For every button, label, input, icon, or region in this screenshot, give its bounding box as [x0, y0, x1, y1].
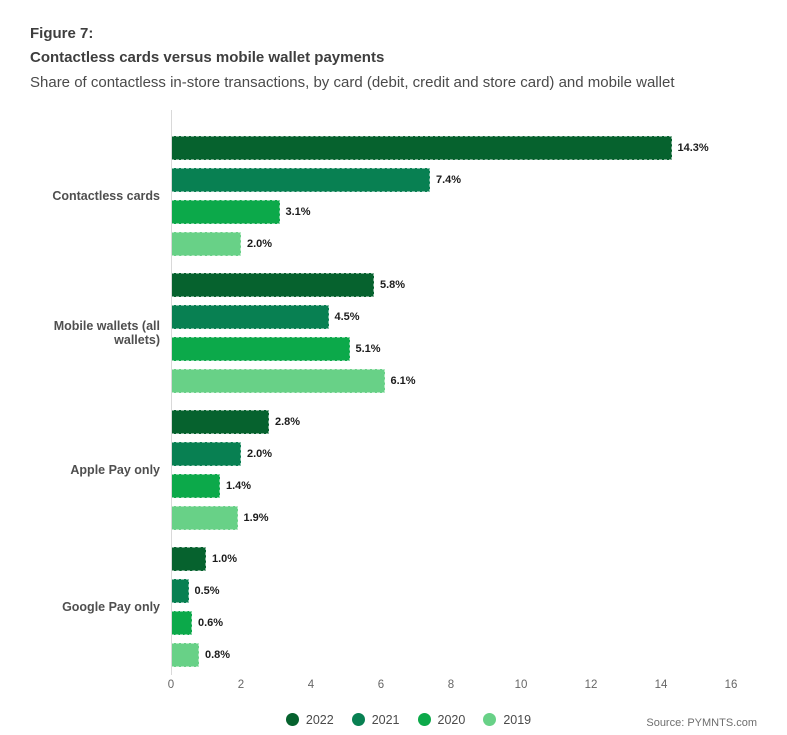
bar-row: 0.6% — [171, 610, 787, 635]
bar-2019 — [171, 505, 238, 530]
value-label: 2.8% — [275, 415, 301, 428]
bar-group: 5.8% 4.5% 5.1% 6.1% — [171, 272, 787, 393]
value-label: 7.4% — [436, 173, 462, 186]
value-label: 4.5% — [334, 310, 360, 323]
legend-dot — [417, 713, 431, 726]
x-tick-label: 8 — [447, 678, 455, 691]
bar-row: 6.1% — [171, 368, 787, 393]
x-tick-label: 10 — [514, 678, 528, 691]
figure-title: Contactless cards versus mobile wallet p… — [30, 49, 385, 66]
bar-row: 5.1% — [171, 336, 787, 361]
bar-2019 — [171, 231, 241, 256]
category-group: Contactless cards 14.3% 7.4% 3.1% 2.0% — [30, 135, 787, 256]
category-group: Mobile wallets (all wallets) 5.8% 4.5% 5.1%… — [30, 272, 787, 393]
bar-group: 1.0% 0.5% 0.6% 0.8% — [171, 546, 787, 667]
category-label: Apple Pay only — [70, 462, 160, 477]
legend-label: 2019 — [503, 712, 532, 727]
x-tick-label: 0 — [167, 678, 175, 691]
value-label: 1.0% — [212, 552, 238, 565]
bar-2020 — [171, 610, 192, 635]
bar-group: 14.3% 7.4% 3.1% 2.0% — [171, 135, 787, 256]
bar-row: 4.5% — [171, 304, 787, 329]
value-label: 0.8% — [205, 648, 231, 661]
figure-header: Figure 7: Contactless cards versus mobil… — [0, 0, 787, 96]
x-tick-label: 14 — [654, 678, 668, 691]
legend-label: 2022 — [305, 712, 334, 727]
plot-area: Contactless cards 14.3% 7.4% 3.1% 2.0% Mobile… — [30, 109, 787, 675]
bar-2019 — [171, 368, 385, 393]
legend-label: 2021 — [371, 712, 400, 727]
legend-item-2022: 2022 — [285, 712, 334, 727]
x-tick-label: 2 — [237, 678, 245, 691]
source-credit: Source: PYMNTS.com — [646, 716, 757, 729]
bar-2021 — [171, 578, 189, 603]
legend-dot — [285, 713, 299, 726]
value-label: 5.1% — [355, 342, 381, 355]
bar-2022 — [171, 272, 374, 297]
figure-number: Figure 7: — [30, 25, 94, 42]
bar-2019 — [171, 642, 199, 667]
legend-item-2021: 2021 — [351, 712, 400, 727]
category-group: Apple Pay only 2.8% 2.0% 1.4% 1.9% — [30, 409, 787, 530]
category-label: Mobile wallets (all wallets) — [53, 318, 160, 347]
bar-row: 14.3% — [171, 135, 787, 160]
x-tick-label: 16 — [724, 678, 738, 691]
value-label: 0.5% — [194, 584, 220, 597]
value-label: 5.8% — [380, 278, 406, 291]
bar-2021 — [171, 167, 430, 192]
bar-2020 — [171, 473, 220, 498]
legend-item-2019: 2019 — [483, 713, 531, 727]
x-tick-label: 6 — [377, 678, 385, 691]
bar-row: 2.0% — [171, 231, 787, 256]
legend: 2022 2021 2020 2019 — [30, 713, 787, 727]
chart-footer: 2022 2021 2020 2019 Source: PYMNTS.com — [30, 713, 787, 735]
x-tick-label: 12 — [584, 678, 598, 691]
value-label: 6.1% — [390, 374, 416, 387]
bar-2021 — [171, 304, 329, 329]
bar-row: 2.8% — [171, 409, 787, 434]
value-label: 14.3% — [677, 141, 709, 154]
bar-2022 — [171, 546, 206, 571]
value-label: 1.4% — [226, 479, 252, 492]
bar-chart: Contactless cards 14.3% 7.4% 3.1% 2.0% Mobile… — [30, 109, 787, 735]
x-axis: 0 2 4 6 8 10 12 14 16 — [30, 675, 787, 697]
bar-row: 5.8% — [171, 272, 787, 297]
category-label: Contactless cards — [52, 188, 160, 203]
value-label: 1.9% — [243, 511, 269, 524]
legend-item-2020: 2020 — [417, 712, 466, 727]
value-label: 2.0% — [247, 447, 273, 460]
category-label: Google Pay only — [62, 599, 160, 614]
bar-2022 — [171, 409, 269, 434]
legend-dot — [351, 713, 365, 726]
bar-2020 — [171, 336, 350, 361]
bar-row: 1.4% — [171, 473, 787, 498]
figure-subtitle: Share of contactless in-store transactio… — [30, 73, 675, 91]
bar-group: 2.8% 2.0% 1.4% 1.9% — [171, 409, 787, 530]
bar-row: 2.0% — [171, 441, 787, 466]
bar-row: 7.4% — [171, 167, 787, 192]
bar-row: 3.1% — [171, 199, 787, 224]
bar-row: 1.0% — [171, 546, 787, 571]
bar-2021 — [171, 441, 241, 466]
value-label: 2.0% — [247, 237, 273, 250]
y-axis-line — [171, 109, 172, 675]
legend-dot — [483, 713, 497, 726]
bar-2022 — [171, 135, 672, 160]
bar-row: 0.8% — [171, 642, 787, 667]
bar-row: 0.5% — [171, 578, 787, 603]
legend-label: 2020 — [437, 712, 466, 727]
bar-row: 1.9% — [171, 505, 787, 530]
bar-2020 — [171, 199, 280, 224]
category-group: Google Pay only 1.0% 0.5% 0.6% 0.8% — [30, 546, 787, 667]
value-label: 0.6% — [198, 616, 224, 629]
value-label: 3.1% — [285, 205, 311, 218]
x-tick-label: 4 — [307, 678, 315, 691]
